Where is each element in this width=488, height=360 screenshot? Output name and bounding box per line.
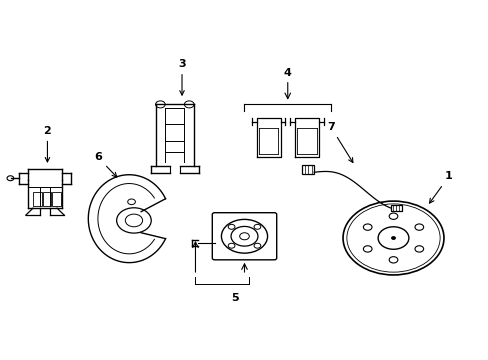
Bar — [33, 192, 41, 206]
Text: 7: 7 — [326, 122, 352, 162]
Text: 2: 2 — [43, 126, 51, 162]
Bar — [302, 165, 314, 174]
Bar — [52, 192, 61, 206]
Bar — [42, 192, 51, 206]
Text: 4: 4 — [283, 68, 291, 78]
Text: 5: 5 — [231, 293, 238, 303]
Text: 6: 6 — [94, 152, 117, 177]
Text: 3: 3 — [178, 59, 185, 95]
Circle shape — [391, 237, 395, 239]
Bar — [390, 205, 401, 211]
Text: 1: 1 — [428, 171, 452, 203]
